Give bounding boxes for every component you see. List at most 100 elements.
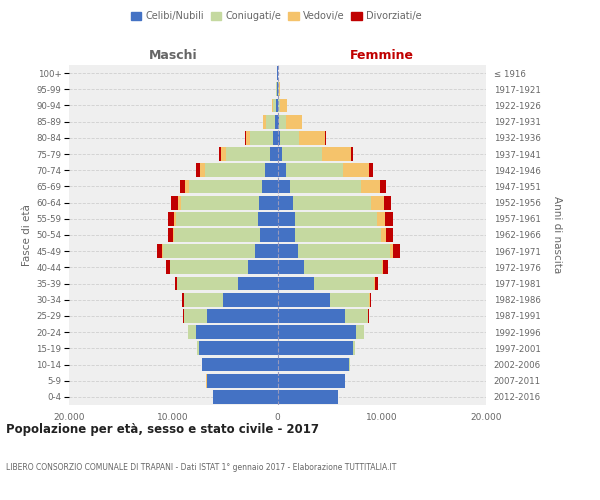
Bar bbox=[265, 164, 277, 177]
Bar bbox=[277, 390, 338, 404]
Bar bbox=[272, 98, 274, 112]
Bar bbox=[277, 147, 282, 161]
Bar bbox=[181, 196, 259, 209]
Text: Maschi: Maschi bbox=[149, 50, 197, 62]
Bar bbox=[329, 293, 369, 306]
Bar bbox=[182, 293, 184, 306]
Bar bbox=[386, 228, 393, 242]
Bar bbox=[178, 196, 181, 209]
Bar bbox=[375, 276, 379, 290]
Bar bbox=[384, 196, 391, 209]
Text: Femmine: Femmine bbox=[350, 50, 414, 62]
Bar bbox=[383, 260, 388, 274]
Bar bbox=[278, 98, 280, 112]
Bar bbox=[188, 326, 196, 339]
Bar bbox=[290, 180, 361, 194]
Bar bbox=[274, 131, 277, 144]
Y-axis label: Fasce di età: Fasce di età bbox=[22, 204, 32, 266]
Bar bbox=[277, 342, 353, 355]
Bar bbox=[178, 276, 238, 290]
Bar bbox=[213, 390, 277, 404]
Bar bbox=[175, 276, 178, 290]
Bar bbox=[298, 244, 390, 258]
Bar bbox=[393, 244, 400, 258]
Bar bbox=[163, 244, 254, 258]
Bar bbox=[176, 212, 257, 226]
Bar bbox=[278, 82, 280, 96]
Bar bbox=[351, 147, 353, 161]
Bar bbox=[277, 180, 290, 194]
Bar bbox=[277, 244, 298, 258]
Bar bbox=[200, 164, 205, 177]
Bar bbox=[371, 196, 384, 209]
Bar bbox=[167, 228, 173, 242]
Bar bbox=[254, 244, 277, 258]
Bar bbox=[277, 309, 345, 323]
Bar bbox=[173, 228, 174, 242]
Bar bbox=[325, 131, 326, 144]
Bar bbox=[382, 260, 383, 274]
Bar bbox=[270, 147, 277, 161]
Bar bbox=[199, 342, 277, 355]
Bar bbox=[385, 212, 392, 226]
Bar bbox=[277, 212, 295, 226]
Bar bbox=[295, 212, 377, 226]
Bar bbox=[168, 212, 174, 226]
Legend: Celibi/Nubili, Coniugati/e, Vedovi/e, Divorziati/e: Celibi/Nubili, Coniugati/e, Vedovi/e, Di… bbox=[127, 8, 425, 25]
Bar bbox=[282, 147, 322, 161]
Bar bbox=[172, 196, 178, 209]
Bar bbox=[277, 326, 356, 339]
Bar bbox=[295, 228, 381, 242]
Bar bbox=[184, 309, 206, 323]
Bar bbox=[380, 180, 386, 194]
Bar bbox=[246, 131, 250, 144]
Bar bbox=[226, 147, 270, 161]
Bar bbox=[286, 164, 343, 177]
Bar bbox=[157, 244, 163, 258]
Bar bbox=[343, 164, 369, 177]
Bar bbox=[260, 228, 277, 242]
Bar bbox=[277, 374, 345, 388]
Bar bbox=[274, 98, 277, 112]
Bar bbox=[250, 131, 274, 144]
Bar bbox=[353, 342, 355, 355]
Bar bbox=[259, 196, 277, 209]
Bar bbox=[368, 309, 369, 323]
Bar bbox=[174, 212, 176, 226]
Bar bbox=[245, 131, 246, 144]
Bar bbox=[370, 293, 371, 306]
Bar bbox=[206, 309, 277, 323]
Bar bbox=[205, 164, 265, 177]
Bar bbox=[166, 260, 170, 274]
Bar bbox=[206, 374, 277, 388]
Bar bbox=[189, 180, 262, 194]
Bar bbox=[266, 115, 275, 128]
Bar bbox=[263, 115, 266, 128]
Bar bbox=[185, 180, 189, 194]
Bar bbox=[276, 82, 277, 96]
Bar bbox=[170, 260, 248, 274]
Bar bbox=[381, 228, 386, 242]
Bar bbox=[197, 342, 199, 355]
Bar bbox=[277, 358, 349, 372]
Bar bbox=[202, 358, 277, 372]
Bar bbox=[277, 164, 286, 177]
Y-axis label: Anni di nascita: Anni di nascita bbox=[552, 196, 562, 274]
Bar bbox=[304, 260, 382, 274]
Bar bbox=[299, 131, 325, 144]
Bar bbox=[369, 164, 373, 177]
Bar bbox=[277, 228, 295, 242]
Bar bbox=[277, 115, 279, 128]
Bar bbox=[390, 244, 393, 258]
Bar bbox=[174, 228, 260, 242]
Bar bbox=[275, 115, 277, 128]
Bar bbox=[238, 276, 277, 290]
Bar bbox=[277, 260, 304, 274]
Bar bbox=[196, 164, 200, 177]
Bar bbox=[277, 196, 293, 209]
Bar bbox=[196, 326, 277, 339]
Bar bbox=[220, 147, 221, 161]
Bar bbox=[180, 180, 185, 194]
Bar bbox=[322, 147, 351, 161]
Bar bbox=[248, 260, 277, 274]
